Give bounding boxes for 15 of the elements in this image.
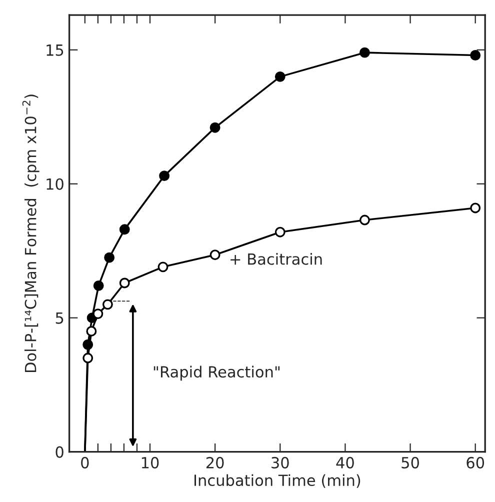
x-tick-label: 0	[81, 456, 89, 468]
x-tick-label: 20	[206, 456, 224, 468]
x-tick-label: 50	[402, 456, 419, 468]
x-tick-label: 30	[272, 456, 289, 468]
y-tick-label: 15	[46, 44, 64, 56]
x-tick-label: 60	[466, 456, 484, 468]
y-tick-label: 10	[46, 178, 64, 190]
x-tick-label: 40	[336, 456, 354, 468]
x-axis-title: Incubation Time (min)	[194, 474, 360, 488]
annotation: "Rapid Reaction"	[154, 366, 280, 381]
y-tick-label: 0	[56, 446, 64, 458]
x-tick-label: 10	[142, 456, 159, 468]
y-tick-label: 5	[56, 312, 64, 324]
series-label: + Bacitracin	[230, 253, 322, 265]
y-axis-title: Dol-P-[¹⁴C]Man Formed (cpm x10$^{−2}$)	[22, 94, 40, 372]
